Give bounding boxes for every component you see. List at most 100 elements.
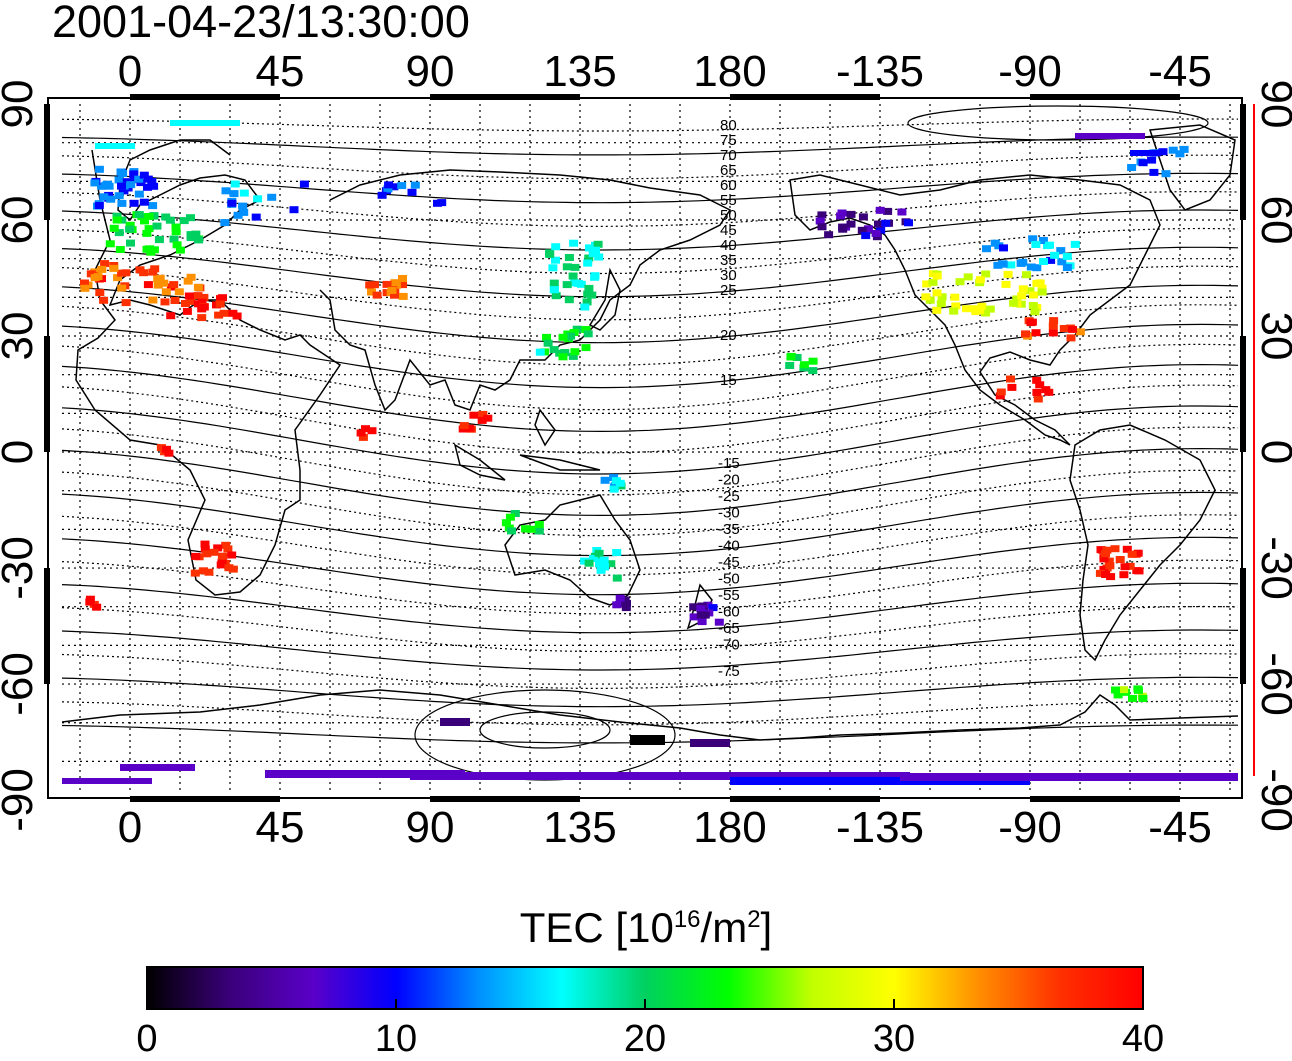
tec-point [382, 280, 392, 288]
tec-point [410, 181, 420, 189]
tec-point [1032, 279, 1042, 287]
contour-label: 35 [720, 252, 737, 269]
lon-tick-label: -45 [1148, 803, 1212, 852]
tec-point [620, 596, 630, 604]
tec-point [86, 270, 96, 278]
lon-tick-label: 45 [256, 803, 305, 852]
tec-point [1134, 567, 1144, 575]
tec-point [186, 214, 195, 222]
tec-point [94, 202, 104, 209]
tec-point [221, 541, 231, 549]
coastlines [62, 124, 1238, 741]
tec-point [202, 550, 212, 558]
tec-point [204, 568, 214, 576]
tec-point [955, 278, 965, 286]
tec-point [981, 309, 991, 317]
tec-point [194, 236, 204, 244]
tec-point [904, 219, 913, 227]
tec-point [289, 206, 299, 214]
tec-point [583, 290, 593, 298]
tec-point [365, 281, 375, 289]
contour-line [62, 491, 1238, 557]
bottom-longitude-ticks: 0 45 90 135 180 -135 -90 -45 [118, 803, 1212, 852]
tec-point [162, 445, 171, 453]
tec-point [1003, 270, 1013, 278]
tec-point [1027, 318, 1037, 326]
contour-line [62, 536, 1238, 596]
tec-point [560, 349, 570, 356]
contour-label: 75 [720, 132, 737, 149]
tec-point [1119, 571, 1129, 579]
tec-point [696, 605, 706, 613]
tec-point [600, 563, 610, 571]
lat-tick-label: -90 [1252, 768, 1292, 832]
tec-point [581, 344, 591, 352]
tec-point [1122, 545, 1132, 553]
tec-strip [95, 143, 135, 149]
tec-point [228, 309, 238, 317]
tec-point [921, 293, 931, 301]
tec-point [129, 199, 139, 207]
tec-point [367, 288, 376, 296]
tec-point [102, 180, 112, 188]
tec-point [534, 527, 544, 535]
tec-point [615, 479, 625, 487]
tec-point [114, 192, 124, 200]
tec-point [542, 333, 551, 341]
tec-point [230, 180, 240, 188]
tec-point [372, 291, 382, 299]
tec-point [126, 181, 136, 189]
tec-point [172, 241, 182, 249]
lon-tick-label: 135 [543, 803, 616, 852]
tec-point [996, 388, 1006, 396]
tec-point [139, 198, 149, 206]
tec-point [857, 226, 867, 234]
contour-label: -65 [718, 620, 740, 637]
tec-point [155, 274, 165, 282]
tec-point [125, 221, 135, 229]
tec-point [198, 567, 208, 575]
tec-point [846, 210, 856, 218]
colorbar-tick-label: 0 [136, 1018, 158, 1060]
lat-tick-label: 0 [0, 440, 42, 464]
magnetic-latitude-contours [62, 105, 1238, 781]
tec-data-points [62, 120, 1238, 785]
tec-point [233, 211, 243, 219]
tec-point [164, 449, 174, 457]
tec-point [558, 353, 568, 361]
tec-strip [120, 764, 195, 771]
contour-label: -55 [718, 587, 740, 604]
tec-point [1101, 550, 1110, 558]
tec-point [159, 279, 169, 287]
tec-point [1104, 557, 1114, 565]
contour-line [62, 209, 1238, 251]
tec-point [1095, 569, 1105, 577]
tec-point [140, 217, 149, 225]
tec-point [114, 176, 124, 184]
tec-point [117, 269, 127, 277]
tec-point [85, 598, 95, 606]
tec-point [134, 175, 144, 183]
coast-asia [319, 169, 732, 412]
tec-point [358, 433, 368, 441]
tec-point [181, 300, 190, 307]
tec-point [1032, 376, 1042, 384]
tec-point [459, 422, 469, 430]
tec-point [714, 618, 724, 626]
tec-point [370, 281, 379, 289]
tec-point [993, 261, 1003, 269]
contour-label: 45 [720, 222, 737, 239]
tec-point [135, 266, 145, 274]
timestamp: 2001-04-23/13:30:00 [52, 0, 470, 47]
tec-point [569, 239, 579, 247]
tec-point [253, 195, 263, 203]
tec-point [785, 362, 795, 369]
frame-bar-top [1030, 94, 1180, 100]
lon-tick-label: 135 [543, 47, 616, 96]
tec-point [1070, 240, 1080, 248]
colorbar-tick-label: 10 [374, 1018, 418, 1060]
tec-point [558, 333, 568, 341]
lon-tick-label: 90 [406, 803, 455, 852]
lat-tick-label: 30 [1252, 312, 1292, 361]
